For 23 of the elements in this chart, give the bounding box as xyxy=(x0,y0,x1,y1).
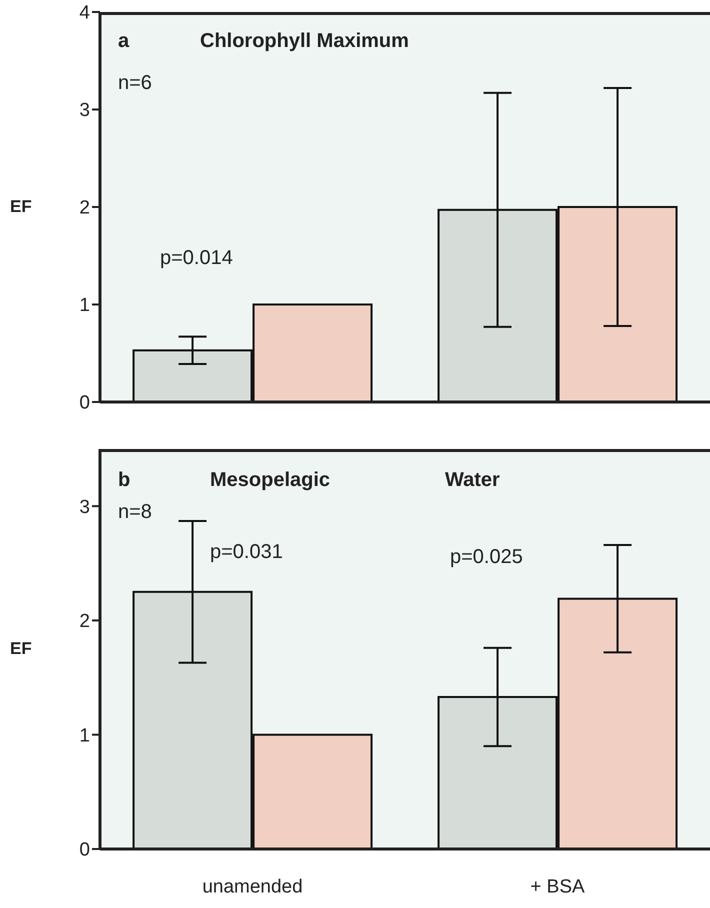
y-tick-label: 3 xyxy=(79,496,90,518)
y-tick-label: 0 xyxy=(79,840,90,861)
y-axis-title: EF xyxy=(10,197,32,217)
annotation: b xyxy=(118,469,130,492)
annotation: p=0.025 xyxy=(450,546,523,569)
annotation: Mesopelagic xyxy=(210,469,330,492)
annotation: n=6 xyxy=(118,72,152,95)
x-tick-label: + BSA xyxy=(530,876,586,898)
y-tick-label: 1 xyxy=(79,725,90,746)
y-tick-label: 0 xyxy=(79,392,90,414)
y-tick-label: 3 xyxy=(79,100,90,122)
annotation: p=0.014 xyxy=(160,247,233,270)
y-tick-label: 4 xyxy=(79,2,90,24)
text: Chlorophyll Maximum xyxy=(200,30,409,53)
annotation: p=0.031 xyxy=(210,541,283,564)
y-tick-label: 2 xyxy=(79,611,90,632)
annotation: Water xyxy=(445,469,500,492)
annotation: n=8 xyxy=(118,501,152,524)
x-tick-label: unamended xyxy=(202,876,303,898)
annotation: a xyxy=(118,30,130,53)
y-tick-label: 2 xyxy=(79,198,90,219)
y-tick-label: 1 xyxy=(79,295,90,316)
y-axis-title: EF xyxy=(10,639,32,659)
